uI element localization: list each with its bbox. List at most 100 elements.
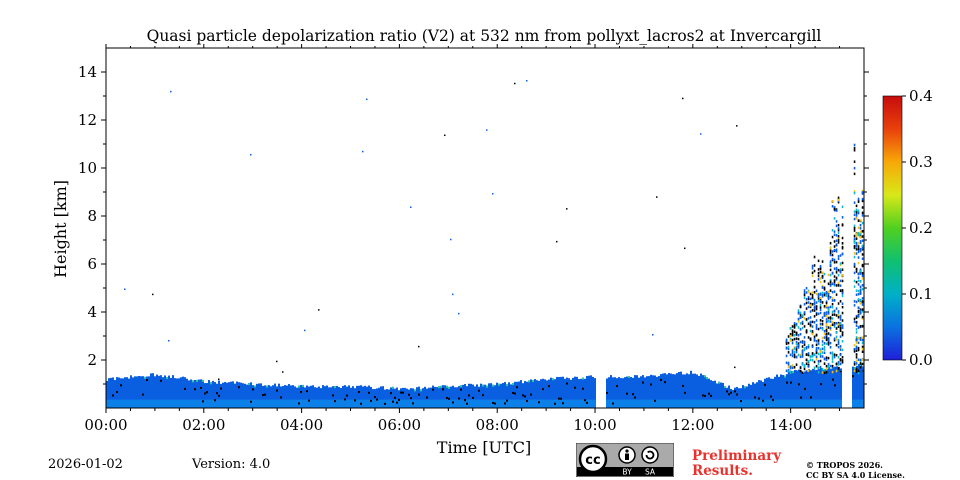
cloud-cell <box>855 270 858 273</box>
noise-cell <box>486 129 488 131</box>
boundary-layer-cell <box>734 399 736 408</box>
noise-cell <box>204 392 206 395</box>
boundary-layer-cell <box>272 399 274 408</box>
boundary-layer-cell <box>372 399 374 408</box>
boundary-layer-cell <box>838 366 840 408</box>
cloud-cell <box>857 211 860 215</box>
noise-cell <box>704 394 706 397</box>
noise-cell <box>478 389 480 392</box>
noise-cell <box>194 388 196 391</box>
cloud-cell <box>835 314 838 317</box>
cloud-cell <box>859 223 862 227</box>
noise-cell <box>852 375 854 378</box>
cloud-cell <box>827 362 830 366</box>
boundary-layer-cell <box>520 399 522 408</box>
noise-cell <box>216 392 218 395</box>
boundary-layer-cell <box>652 399 654 408</box>
cloud-cell <box>835 293 838 296</box>
cloud-cell <box>853 320 856 324</box>
y-tick-label: 12 <box>78 111 97 129</box>
version-label: Version: 4.0 <box>192 457 271 472</box>
cloud-cell <box>857 306 860 309</box>
cloud-cell <box>821 323 824 326</box>
cloud-cell <box>853 350 856 353</box>
cloud-cell <box>819 270 822 274</box>
boundary-layer-cell <box>840 399 842 408</box>
boundary-layer-cell <box>744 386 746 408</box>
cloud-cell <box>853 143 856 147</box>
boundary-layer-cell <box>220 399 222 408</box>
cloud-cell <box>841 205 844 209</box>
boundary-layer-cell <box>782 399 784 408</box>
cloud-cell <box>813 269 816 273</box>
boundary-layer-cell <box>240 399 242 408</box>
noise-cell <box>764 383 766 386</box>
cloud-cell <box>833 240 836 243</box>
boundary-layer-cell <box>862 399 864 408</box>
cloud-cell <box>803 325 806 328</box>
boundary-layer-cell <box>268 399 270 408</box>
cloud-cell <box>797 309 800 312</box>
boundary-layer-cell <box>582 399 584 408</box>
cloud-cell <box>835 248 838 251</box>
cloud-cell <box>803 303 806 306</box>
cloud-cell <box>837 273 840 277</box>
noise-cell <box>332 394 334 397</box>
cloud-cell <box>857 358 860 361</box>
noise-cell <box>786 381 788 384</box>
boundary-layer-cell <box>738 399 740 408</box>
cloud-cell <box>829 324 832 327</box>
boundary-layer-cell <box>724 386 726 408</box>
boundary-layer-cell <box>606 399 608 408</box>
boundary-layer-cell <box>228 399 230 408</box>
high-depol-cell <box>254 385 256 388</box>
boundary-layer-cell <box>792 399 794 408</box>
noise-cell <box>504 402 506 405</box>
boundary-layer-cell <box>402 387 404 408</box>
cloud-cell <box>823 286 826 290</box>
boundary-layer-cell <box>816 399 818 408</box>
boundary-layer-cell <box>450 386 452 408</box>
cloud-cell <box>795 322 798 326</box>
cloud-cell <box>791 329 794 332</box>
boundary-layer-cell <box>356 399 358 408</box>
boundary-layer-cell <box>222 399 224 408</box>
boundary-layer-cell <box>660 399 662 408</box>
boundary-layer-cell <box>380 399 382 408</box>
boundary-layer-cell <box>440 385 442 408</box>
cloud-cell <box>819 308 822 311</box>
boundary-layer-cell <box>376 388 378 408</box>
cloud-cell <box>823 348 826 351</box>
boundary-layer-cell <box>330 399 332 408</box>
boundary-layer-cell <box>310 385 312 408</box>
cloud-cell <box>829 263 832 267</box>
noise-cell <box>632 393 634 396</box>
cloud-cell <box>803 312 806 316</box>
cloud-cell <box>807 297 810 301</box>
cloud-cell <box>817 370 820 374</box>
cloud-cell <box>803 317 806 320</box>
cloud-cell <box>855 362 858 365</box>
boundary-layer-cell <box>486 385 488 408</box>
x-tick-label: 08:00 <box>476 416 519 434</box>
cloud-cell <box>835 250 838 253</box>
noise-cell <box>170 90 172 93</box>
boundary-layer-cell <box>176 378 178 408</box>
cloud-cell <box>859 325 862 328</box>
boundary-layer-cell <box>130 399 132 408</box>
high-depol-cell <box>196 379 198 382</box>
noise-cell <box>804 387 806 390</box>
boundary-layer-cell <box>408 389 410 408</box>
noise-cell <box>360 402 362 405</box>
boundary-layer-cell <box>708 399 710 408</box>
cloud-cell <box>829 341 832 345</box>
boundary-layer-cell <box>384 389 386 408</box>
boundary-layer-cell <box>258 399 260 408</box>
cloud-cell <box>815 346 818 350</box>
boundary-layer-cell <box>838 399 840 408</box>
boundary-layer-cell <box>778 399 780 408</box>
boundary-layer-cell <box>472 399 474 408</box>
noise-cell <box>754 396 756 399</box>
cloud-cell <box>857 245 860 248</box>
